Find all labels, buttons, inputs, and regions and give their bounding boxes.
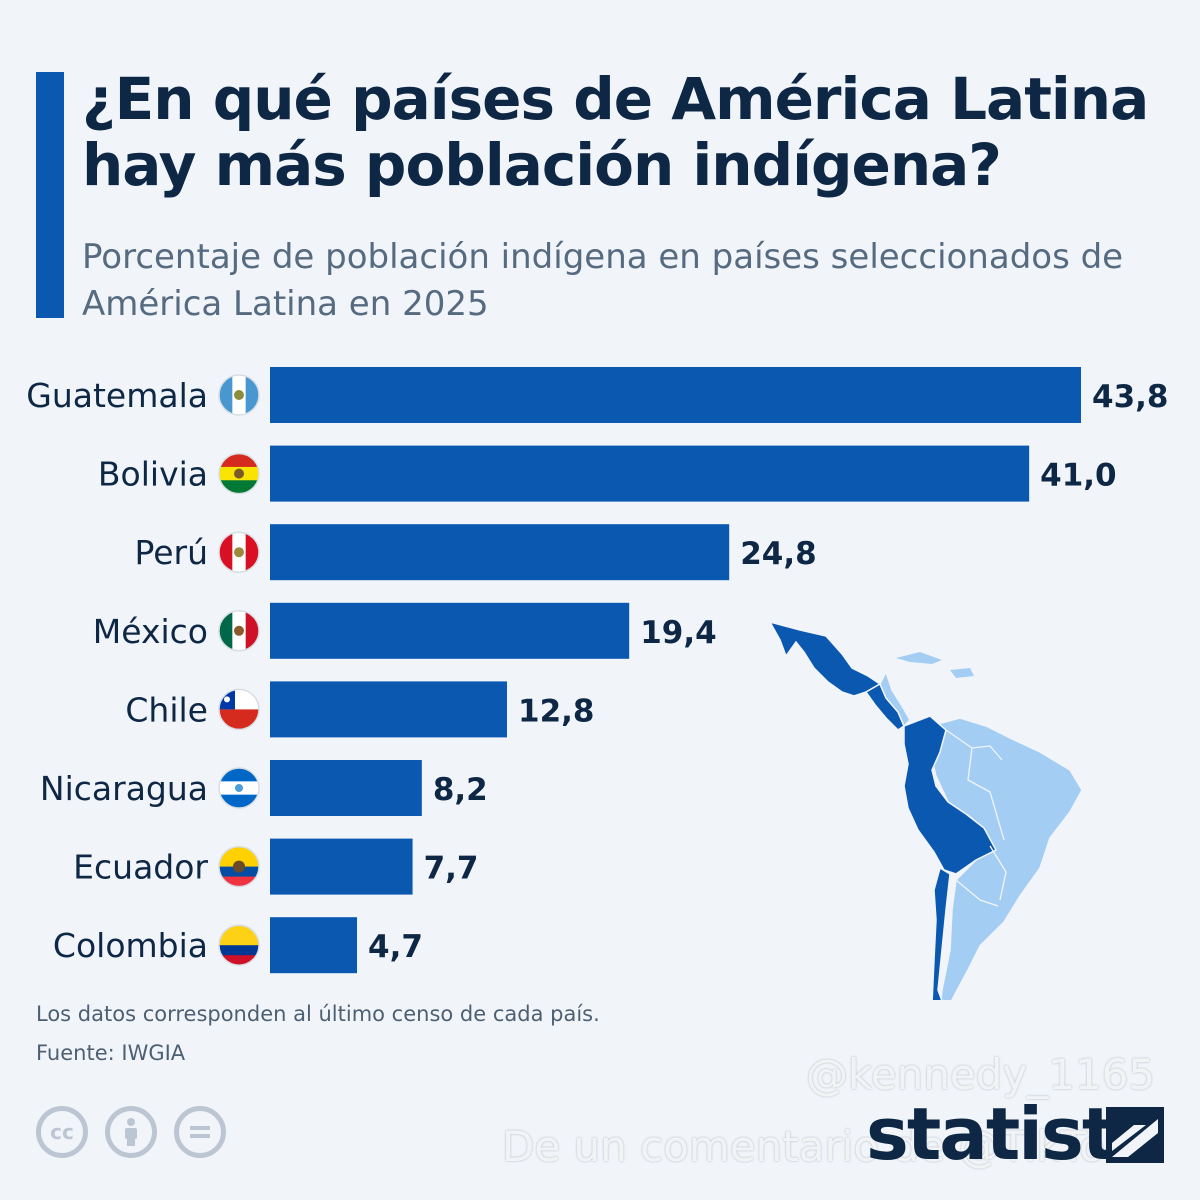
page-subtitle: Porcentaje de población indígena en país…	[82, 237, 1124, 324]
map-cuba	[896, 652, 942, 664]
flag-guatemala-icon	[218, 374, 260, 416]
category-label: Chile	[125, 690, 208, 729]
data-label: 41,0	[1040, 458, 1117, 494]
flag-mexico-icon	[218, 610, 260, 652]
flag-ecuador-icon	[218, 845, 260, 888]
category-label: Guatemala	[26, 376, 208, 415]
data-label: 12,8	[518, 693, 595, 729]
watermark-handle: @kennedy_1165	[806, 1050, 1156, 1099]
category-label: Nicaragua	[40, 769, 208, 808]
page-title: ¿En qué países de América Latina hay más…	[82, 65, 1149, 199]
bar-perú	[270, 524, 730, 581]
bar-colombia	[270, 917, 358, 974]
flag-colombia-icon	[218, 924, 260, 966]
footnote: Los datos corresponden al último censo d…	[36, 1002, 600, 1026]
map-central-america-light	[879, 670, 911, 728]
statista-logo-icon	[1106, 1107, 1164, 1163]
bar-ecuador	[270, 838, 413, 895]
bar-guatemala	[270, 367, 1081, 423]
bar-nicaragua	[270, 760, 422, 816]
data-label: 8,2	[433, 772, 488, 808]
bar-méxico	[270, 602, 630, 659]
map-hispaniola	[950, 668, 974, 678]
source-note: Fuente: IWGIA	[36, 1041, 186, 1065]
flag-chile-icon	[218, 688, 260, 731]
data-label: 24,8	[740, 536, 817, 572]
attribution-icon[interactable]	[105, 1106, 157, 1158]
no-derivatives-icon[interactable]	[174, 1106, 226, 1158]
bar-bolivia	[270, 445, 1030, 502]
map-mexico	[768, 620, 882, 697]
flag-bolivia-icon	[218, 452, 260, 495]
category-label: Perú	[134, 533, 208, 572]
latin-america-map	[768, 620, 1083, 1000]
data-label: 7,7	[424, 851, 479, 887]
bar-chart: Guatemala 43,8 Bolivia 41,0 Perú 24,8 México 19…	[26, 367, 1169, 1000]
bar-chile	[270, 681, 508, 738]
data-label: 19,4	[640, 615, 717, 651]
map-chile	[931, 866, 951, 1000]
license-icons: cc	[36, 1106, 226, 1158]
watermark-comment: De un comentario de @TikTok	[502, 1122, 1130, 1171]
category-label: Ecuador	[73, 848, 208, 887]
flag-peru-icon	[218, 531, 260, 573]
category-label: Colombia	[53, 926, 208, 965]
data-label: 4,7	[368, 929, 423, 965]
category-label: Bolivia	[98, 455, 208, 494]
data-label: 43,8	[1092, 379, 1169, 415]
flag-nicaragua-icon	[218, 767, 260, 809]
cc-icon[interactable]: cc	[36, 1106, 88, 1158]
map-andean-countries	[903, 715, 998, 875]
category-label: México	[93, 612, 208, 651]
title-accent-bar	[36, 72, 64, 318]
